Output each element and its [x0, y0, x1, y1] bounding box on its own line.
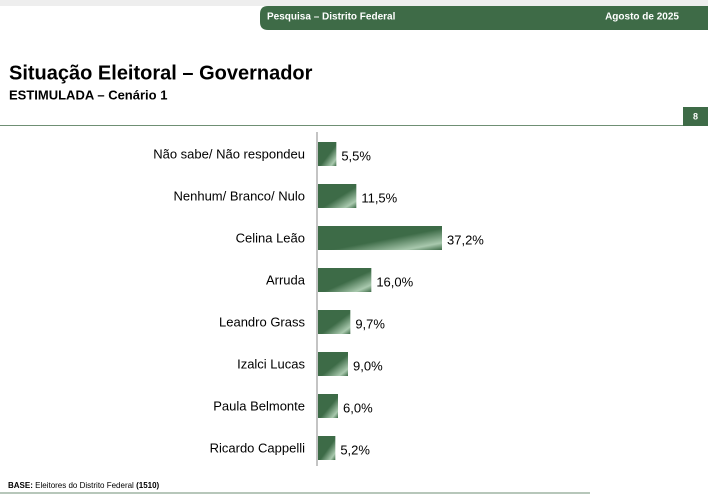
- page-number-box: [683, 107, 708, 126]
- value-label: 11,5%: [361, 190, 397, 205]
- category-label: Ricardo Cappelli: [210, 440, 305, 455]
- value-label: 5,2%: [340, 442, 370, 457]
- bar: [318, 436, 336, 460]
- category-label: Izalci Lucas: [237, 356, 305, 371]
- category-label: Paula Belmonte: [213, 398, 305, 413]
- value-label: 37,2%: [447, 232, 484, 247]
- category-label: Leandro Grass: [219, 314, 305, 329]
- footer-label: BASE:: [8, 481, 33, 490]
- category-label: Nenhum/ Branco/ Nulo: [173, 188, 305, 203]
- header-left: Pesquisa – Distrito Federal: [267, 12, 396, 23]
- bar: [318, 352, 348, 376]
- footer-count: (1510): [136, 481, 159, 490]
- top-strip: [0, 0, 708, 6]
- category-label: Celina Leão: [236, 230, 305, 245]
- header-right: Agosto de 2025: [605, 12, 679, 23]
- value-label: 16,0%: [376, 274, 413, 289]
- value-label: 6,0%: [343, 400, 373, 415]
- bar: [318, 310, 351, 334]
- chart-subtitle: ESTIMULADA – Cenário 1: [9, 87, 167, 102]
- footer: BASE: Eleitores do Distrito Federal (151…: [8, 481, 160, 490]
- bar: [318, 142, 337, 166]
- category-label: Não sabe/ Não respondeu: [153, 146, 305, 161]
- header-bar: [260, 6, 708, 30]
- page-number: 8: [693, 111, 698, 121]
- chart-title: Situação Eleitoral – Governador: [9, 62, 313, 84]
- bar: [318, 226, 442, 250]
- bar: [318, 184, 357, 208]
- value-label: 9,7%: [355, 316, 385, 331]
- value-label: 9,0%: [353, 358, 383, 373]
- bar: [318, 394, 338, 418]
- value-label: 5,5%: [341, 148, 371, 163]
- bar: [318, 268, 372, 292]
- category-label: Arruda: [266, 272, 306, 287]
- footer-text: Eleitores do Distrito Federal: [35, 481, 134, 490]
